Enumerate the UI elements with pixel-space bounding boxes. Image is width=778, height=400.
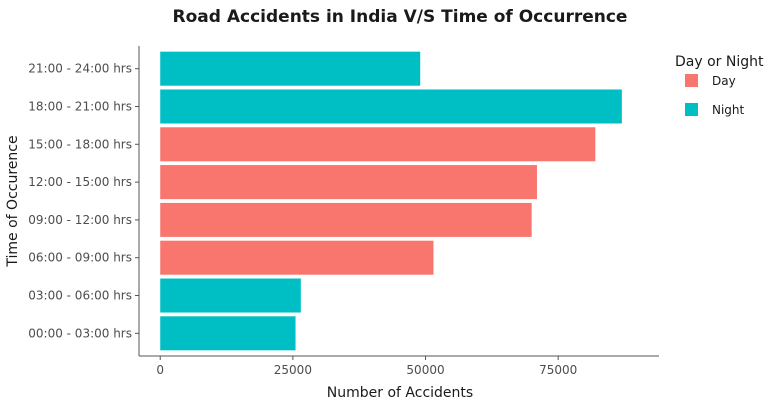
y-tick-label: 09:00 - 12:00 hrs: [28, 213, 132, 227]
legend-title: Day or Night: [675, 54, 764, 70]
y-axis-title: Time of Occurence: [5, 135, 21, 267]
legend: Day or Night Day Night: [675, 54, 764, 117]
legend-label-day: Day: [712, 74, 736, 88]
bars-group: [160, 51, 622, 351]
bar-21-00-24-00-hrs: [160, 51, 421, 86]
y-tick-label: 21:00 - 24:00 hrs: [28, 62, 132, 76]
bar-15-00-18-00-hrs: [160, 127, 596, 162]
y-tick-label: 06:00 - 09:00 hrs: [28, 251, 132, 265]
bar-09-00-12-00-hrs: [160, 202, 532, 237]
bar-12-00-15-00-hrs: [160, 165, 537, 200]
bar-00-00-03-00-hrs: [160, 316, 296, 351]
x-ticks-group: 0 25000 50000 75000: [156, 356, 577, 377]
y-tick-label: 00:00 - 03:00 hrs: [28, 326, 132, 340]
y-tick-label: 12:00 - 15:00 hrs: [28, 175, 132, 189]
bar-03-00-06-00-hrs: [160, 278, 301, 313]
bar-06-00-09-00-hrs: [160, 240, 434, 275]
legend-key-night: [685, 103, 698, 116]
legend-key-day: [685, 74, 698, 87]
y-tick-label: 03:00 - 06:00 hrs: [28, 289, 132, 303]
y-tick-label: 15:00 - 18:00 hrs: [28, 137, 132, 151]
legend-label-night: Night: [712, 103, 745, 117]
x-tick-label: 50000: [406, 363, 444, 377]
y-ticks-group: 00:00 - 03:00 hrs 03:00 - 06:00 hrs 06:00 …: [28, 62, 139, 340]
x-tick-label: 0: [156, 363, 164, 377]
x-axis-title: Number of Accidents: [327, 385, 473, 400]
chart-title: Road Accidents in India V/S Time of Occu…: [173, 7, 628, 27]
x-tick-label: 75000: [539, 363, 577, 377]
x-tick-label: 25000: [274, 363, 312, 377]
y-tick-label: 18:00 - 21:00 hrs: [28, 99, 132, 113]
bar-18-00-21-00-hrs: [160, 89, 622, 124]
